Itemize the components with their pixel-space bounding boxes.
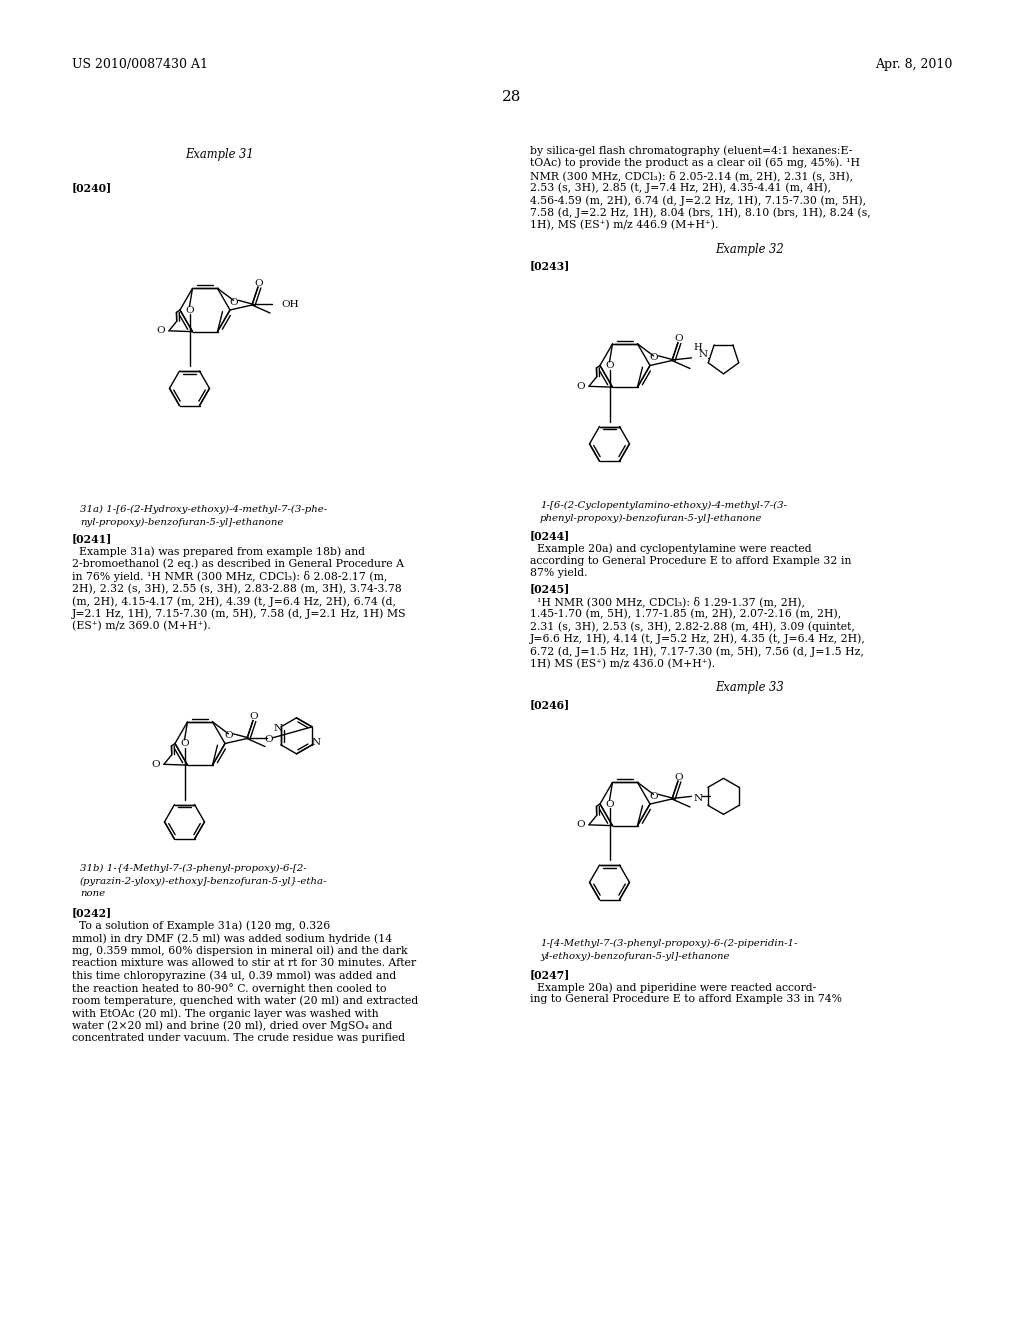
Text: [0240]: [0240] — [72, 182, 113, 193]
Text: 2-bromoethanol (2 eq.) as described in General Procedure A: 2-bromoethanol (2 eq.) as described in G… — [72, 558, 404, 569]
Text: N: N — [694, 793, 703, 803]
Text: [0242]: [0242] — [72, 908, 113, 919]
Text: 2H), 2.32 (s, 3H), 2.55 (s, 3H), 2.83-2.88 (m, 3H), 3.74-3.78: 2H), 2.32 (s, 3H), 2.55 (s, 3H), 2.83-2.… — [72, 583, 401, 594]
Text: tOAc) to provide the product as a clear oil (65 mg, 45%). ¹H: tOAc) to provide the product as a clear … — [530, 157, 860, 168]
Text: according to General Procedure E to afford Example 32 in: according to General Procedure E to affo… — [530, 556, 851, 566]
Text: 2.31 (s, 3H), 2.53 (s, 3H), 2.82-2.88 (m, 4H), 3.09 (quintet,: 2.31 (s, 3H), 2.53 (s, 3H), 2.82-2.88 (m… — [530, 620, 855, 631]
Text: 4.56-4.59 (m, 2H), 6.74 (d, J=2.2 Hz, 1H), 7.15-7.30 (m, 5H),: 4.56-4.59 (m, 2H), 6.74 (d, J=2.2 Hz, 1H… — [530, 195, 866, 206]
Text: O: O — [577, 381, 586, 391]
Text: Example 31a) was prepared from example 18b) and: Example 31a) was prepared from example 1… — [72, 546, 365, 557]
Text: mg, 0.359 mmol, 60% dispersion in mineral oil) and the dark: mg, 0.359 mmol, 60% dispersion in minera… — [72, 945, 408, 956]
Text: O: O — [264, 735, 272, 744]
Text: J=2.1 Hz, 1H), 7.15-7.30 (m, 5H), 7.58 (d, J=2.1 Hz, 1H) MS: J=2.1 Hz, 1H), 7.15-7.30 (m, 5H), 7.58 (… — [72, 609, 407, 619]
Text: O: O — [157, 326, 165, 335]
Text: O: O — [649, 792, 657, 801]
Text: O: O — [605, 800, 613, 809]
Text: Example 33: Example 33 — [716, 681, 784, 694]
Text: concentrated under vacuum. The crude residue was purified: concentrated under vacuum. The crude res… — [72, 1034, 406, 1043]
Text: O: O — [250, 711, 258, 721]
Text: this time chloropyrazine (34 ul, 0.39 mmol) was added and: this time chloropyrazine (34 ul, 0.39 mm… — [72, 970, 396, 981]
Text: To a solution of Example 31a) (120 mg, 0.326: To a solution of Example 31a) (120 mg, 0… — [72, 920, 331, 931]
Text: [0244]: [0244] — [530, 531, 570, 541]
Text: ing to General Procedure E to afford Example 33 in 74%: ing to General Procedure E to afford Exa… — [530, 994, 842, 1005]
Text: 6.72 (d, J=1.5 Hz, 1H), 7.17-7.30 (m, 5H), 7.56 (d, J=1.5 Hz,: 6.72 (d, J=1.5 Hz, 1H), 7.17-7.30 (m, 5H… — [530, 645, 864, 656]
Text: yl-ethoxy)-benzofuran-5-yl]-ethanone: yl-ethoxy)-benzofuran-5-yl]-ethanone — [540, 952, 729, 961]
Text: 1H) MS (ES⁺) m/z 436.0 (M+H⁺).: 1H) MS (ES⁺) m/z 436.0 (M+H⁺). — [530, 659, 715, 669]
Text: Example 20a) and cyclopentylamine were reacted: Example 20a) and cyclopentylamine were r… — [530, 544, 812, 554]
Text: in 76% yield. ¹H NMR (300 MHz, CDCl₃): δ 2.08-2.17 (m,: in 76% yield. ¹H NMR (300 MHz, CDCl₃): δ… — [72, 572, 387, 582]
Text: Example 31: Example 31 — [185, 148, 254, 161]
Text: mmol) in dry DMF (2.5 ml) was added sodium hydride (14: mmol) in dry DMF (2.5 ml) was added sodi… — [72, 933, 392, 944]
Text: O: O — [224, 731, 232, 741]
Text: Example 20a) and piperidine were reacted accord-: Example 20a) and piperidine were reacted… — [530, 982, 816, 993]
Text: (m, 2H), 4.15-4.17 (m, 2H), 4.39 (t, J=6.4 Hz, 2H), 6.74 (d,: (m, 2H), 4.15-4.17 (m, 2H), 4.39 (t, J=6… — [72, 597, 396, 607]
Text: 87% yield.: 87% yield. — [530, 569, 588, 578]
Text: nyl-propoxy)-benzofuran-5-yl]-ethanone: nyl-propoxy)-benzofuran-5-yl]-ethanone — [80, 517, 284, 527]
Text: (pyrazin-2-yloxy)-ethoxy]-benzofuran-5-yl}-etha-: (pyrazin-2-yloxy)-ethoxy]-benzofuran-5-y… — [80, 876, 328, 886]
Text: O: O — [675, 772, 683, 781]
Text: N: N — [699, 350, 708, 359]
Text: by silica-gel flash chromatography (eluent=4:1 hexanes:E-: by silica-gel flash chromatography (elue… — [530, 145, 852, 156]
Text: 1-[6-(2-Cyclopentylamino-ethoxy)-4-methyl-7-(3-: 1-[6-(2-Cyclopentylamino-ethoxy)-4-methy… — [540, 500, 787, 510]
Text: J=6.6 Hz, 1H), 4.14 (t, J=5.2 Hz, 2H), 4.35 (t, J=6.4 Hz, 2H),: J=6.6 Hz, 1H), 4.14 (t, J=5.2 Hz, 2H), 4… — [530, 634, 866, 644]
Text: H: H — [693, 343, 701, 352]
Text: reaction mixture was allowed to stir at rt for 30 minutes. After: reaction mixture was allowed to stir at … — [72, 958, 416, 968]
Text: O: O — [675, 334, 683, 343]
Text: 1.45-1.70 (m, 5H), 1.77-1.85 (m, 2H), 2.07-2.16 (m, 2H),: 1.45-1.70 (m, 5H), 1.77-1.85 (m, 2H), 2.… — [530, 609, 842, 619]
Text: 2.53 (s, 3H), 2.85 (t, J=7.4 Hz, 2H), 4.35-4.41 (m, 4H),: 2.53 (s, 3H), 2.85 (t, J=7.4 Hz, 2H), 4.… — [530, 182, 831, 193]
Text: with EtOAc (20 ml). The organic layer was washed with: with EtOAc (20 ml). The organic layer wa… — [72, 1008, 379, 1019]
Text: 31b) 1-{4-Methyl-7-(3-phenyl-propoxy)-6-[2-: 31b) 1-{4-Methyl-7-(3-phenyl-propoxy)-6-… — [80, 863, 307, 873]
Text: O: O — [185, 306, 194, 315]
Text: 1-[4-Methyl-7-(3-phenyl-propoxy)-6-(2-piperidin-1-: 1-[4-Methyl-7-(3-phenyl-propoxy)-6-(2-pi… — [540, 939, 798, 948]
Text: the reaction heated to 80-90° C. overnight then cooled to: the reaction heated to 80-90° C. overnig… — [72, 983, 386, 994]
Text: [0243]: [0243] — [530, 260, 570, 272]
Text: water (2×20 ml) and brine (20 ml), dried over MgSO₄ and: water (2×20 ml) and brine (20 ml), dried… — [72, 1020, 392, 1031]
Text: O: O — [255, 279, 263, 288]
Text: ¹H NMR (300 MHz, CDCl₃): δ 1.29-1.37 (m, 2H),: ¹H NMR (300 MHz, CDCl₃): δ 1.29-1.37 (m,… — [530, 597, 805, 607]
Text: [0245]: [0245] — [530, 583, 570, 594]
Text: (ES⁺) m/z 369.0 (M+H⁺).: (ES⁺) m/z 369.0 (M+H⁺). — [72, 620, 211, 631]
Text: phenyl-propoxy)-benzofuran-5-yl]-ethanone: phenyl-propoxy)-benzofuran-5-yl]-ethanon… — [540, 513, 763, 523]
Text: N: N — [311, 738, 321, 747]
Text: room temperature, quenched with water (20 ml) and extracted: room temperature, quenched with water (2… — [72, 995, 418, 1006]
Text: [0246]: [0246] — [530, 700, 570, 710]
Text: US 2010/0087430 A1: US 2010/0087430 A1 — [72, 58, 208, 71]
Text: Apr. 8, 2010: Apr. 8, 2010 — [874, 58, 952, 71]
Text: O: O — [577, 820, 586, 829]
Text: O: O — [605, 362, 613, 371]
Text: [0247]: [0247] — [530, 969, 570, 979]
Text: N: N — [273, 725, 283, 734]
Text: O: O — [229, 298, 238, 306]
Text: 31a) 1-[6-(2-Hydroxy-ethoxy)-4-methyl-7-(3-phe-: 31a) 1-[6-(2-Hydroxy-ethoxy)-4-methyl-7-… — [80, 506, 327, 513]
Text: O: O — [649, 354, 657, 363]
Text: O: O — [152, 760, 160, 768]
Text: 1H), MS (ES⁺) m/z 446.9 (M+H⁺).: 1H), MS (ES⁺) m/z 446.9 (M+H⁺). — [530, 220, 719, 231]
Text: 7.58 (d, J=2.2 Hz, 1H), 8.04 (brs, 1H), 8.10 (brs, 1H), 8.24 (s,: 7.58 (d, J=2.2 Hz, 1H), 8.04 (brs, 1H), … — [530, 207, 870, 218]
Text: [0241]: [0241] — [72, 533, 113, 544]
Text: OH: OH — [282, 300, 299, 309]
Text: Example 32: Example 32 — [716, 243, 784, 256]
Text: none: none — [80, 890, 105, 899]
Text: 28: 28 — [503, 90, 521, 104]
Text: O: O — [180, 739, 188, 748]
Text: NMR (300 MHz, CDCl₃): δ 2.05-2.14 (m, 2H), 2.31 (s, 3H),: NMR (300 MHz, CDCl₃): δ 2.05-2.14 (m, 2H… — [530, 170, 853, 181]
